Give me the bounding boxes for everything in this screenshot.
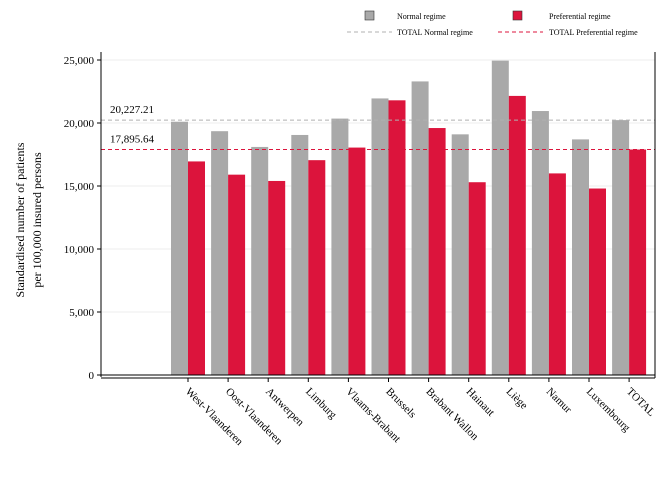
- bar-preferential-regime-antwerpen: [268, 180, 286, 375]
- x-tick-label-brussels: Brussels: [383, 386, 418, 421]
- bar-preferential-regime-liege: [508, 95, 526, 375]
- legend-label-normal: Normal regime: [397, 12, 446, 21]
- y-tick-label: 15,000: [64, 181, 95, 193]
- x-tick-label-liege: Liège: [504, 386, 530, 412]
- bar-normal-regime-hainaut: [451, 134, 469, 375]
- y-ticks: 0 5,000 10,000 15,000 20,000 25,000: [64, 55, 101, 382]
- y-tick-label: 25,000: [64, 55, 95, 67]
- x-ticks: West-VlaanderenOost-VlaanderenAntwerpenL…: [183, 378, 657, 448]
- axes: [100, 52, 656, 379]
- bar-preferential-regime-west-vlaanderen: [188, 161, 205, 375]
- x-tick-label-limburg: Limburg: [303, 386, 339, 422]
- legend: Normal regime Preferential regime TOTAL …: [347, 10, 638, 37]
- y-axis-label-line2: per 100,000 insured persons: [30, 152, 44, 288]
- reference-label-total-preferential-regime: 17,895.64: [110, 134, 155, 146]
- bar-preferential-regime-limburg: [308, 160, 326, 375]
- y-tick-label: 5,000: [69, 307, 94, 319]
- legend-label-total-normal: TOTAL Normal regime: [397, 28, 473, 37]
- bar-normal-regime-namur: [531, 111, 549, 375]
- bar-preferential-regime-brussels: [388, 100, 406, 375]
- bar-preferential-regime-total: [629, 149, 647, 375]
- bar-normal-regime-liege: [491, 60, 509, 375]
- x-tick-label-total: TOTAL: [624, 386, 657, 419]
- reference-lines: 20,227.21 17,895.64: [101, 104, 655, 151]
- bar-normal-regime-limburg: [291, 134, 309, 375]
- x-tick-label-hainaut: Hainaut: [464, 386, 497, 419]
- y-tick-label: 0: [89, 370, 95, 382]
- bar-normal-regime-vlaams-brabant: [331, 118, 349, 375]
- bar-normal-regime-brussels: [371, 98, 389, 376]
- y-axis-label: Standardised number of patients: [13, 142, 27, 297]
- bars: [171, 60, 647, 376]
- bar-normal-regime-total: [612, 120, 630, 376]
- bar-normal-regime-west-vlaanderen: [171, 121, 188, 376]
- y-tick-label: 20,000: [64, 118, 95, 130]
- legend-label-preferential: Preferential regime: [549, 12, 611, 21]
- x-tick-label-namur: Namur: [544, 386, 574, 416]
- bar-normal-regime-brabant-wallon: [411, 81, 429, 376]
- bar-normal-regime-antwerpen: [251, 146, 269, 375]
- legend-swatch-normal: [364, 10, 375, 21]
- bar-preferential-regime-namur: [548, 173, 566, 375]
- reference-label-total-normal-regime: 20,227.21: [110, 104, 154, 116]
- legend-swatch-preferential: [512, 10, 523, 21]
- legend-label-total-preferential: TOTAL Preferential regime: [549, 28, 638, 37]
- bar-normal-regime-luxembourg: [572, 139, 589, 375]
- bar-preferential-regime-vlaams-brabant: [348, 147, 366, 375]
- bar-preferential-regime-luxembourg: [589, 188, 606, 375]
- bar-normal-regime-oost-vlaanderen: [211, 131, 229, 375]
- y-tick-label: 10,000: [64, 244, 95, 256]
- bar-preferential-regime-oost-vlaanderen: [228, 174, 246, 375]
- bar-preferential-regime-brabant-wallon: [428, 128, 446, 375]
- bar-preferential-regime-hainaut: [468, 182, 486, 375]
